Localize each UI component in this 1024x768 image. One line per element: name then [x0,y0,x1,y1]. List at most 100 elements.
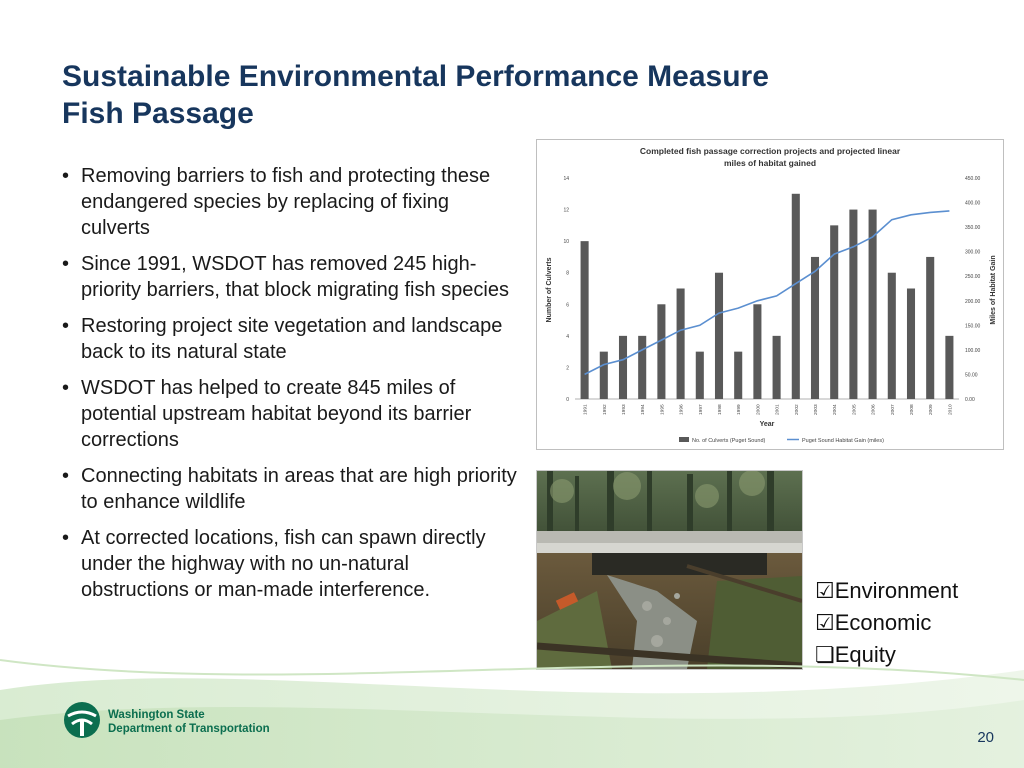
unchecked-box-icon: ❏ [815,642,835,667]
chart-bar [714,272,724,399]
chart-bar [734,351,743,399]
logo-line-2: Department of Transportation [108,723,270,735]
x-tick-label: 2000 [755,404,761,415]
culvert-chart: Completed fish passage correction projec… [536,139,1004,450]
chart-title-line-2: miles of habitat gained [724,158,816,168]
x-tick-label: 1999 [736,404,742,415]
chart-bar [753,304,762,399]
x-tick-label: 1992 [602,404,608,415]
y-tick-label-left: 2 [566,365,569,371]
x-tick-label: 2008 [909,404,915,415]
checklist-item-economic: ☑Economic [815,607,958,639]
chart-bar [657,304,666,399]
checklist-label: Equity [834,642,896,667]
legend-bar-label: No. of Culverts (Puget Sound) [692,438,766,444]
x-tick-label: 1993 [621,404,627,415]
x-tick-label: 2002 [794,404,800,415]
chart-bar [599,351,608,399]
chart-legend: No. of Culverts (Puget Sound) Puget Soun… [679,437,884,444]
wsdot-emblem-icon [64,702,100,738]
y-tick-label-left: 6 [566,302,569,308]
bullet-item: Connecting habitats in areas that are hi… [60,463,520,515]
checklist-label: Economic [834,610,932,635]
footer-wave-decoration [0,659,1024,768]
chart-bar [906,288,916,399]
culvert-photo-image [537,471,802,669]
checked-box-icon: ☑ [815,610,835,635]
logo-line-1: Washington State [108,709,205,721]
wsdot-logo: Washington State Department of Transport… [62,700,302,740]
legend-line-label: Puget Sound Habitat Gain (miles) [802,438,884,444]
y-tick-label-left: 14 [563,176,569,182]
y-tick-label-right: 450.00 [965,176,981,182]
x-tick-label: 2001 [775,404,781,415]
x-tick-label: 2003 [813,404,819,415]
checked-box-icon: ☑ [815,578,835,603]
y-tick-label-left: 12 [563,208,569,214]
y-axis-label-left: Number of Culverts [546,257,553,322]
culvert-photo [536,470,803,670]
sustainability-checklist: ☑Environment ☑Economic ❏Equity [815,575,958,671]
chart-bar [810,256,820,399]
x-tick-label: 1994 [640,404,646,415]
bullet-list: Removing barriers to fish and protecting… [60,163,520,613]
chart-bar [676,288,685,399]
chart-svg: Completed fish passage correction projec… [546,146,997,444]
chart-bar [926,256,935,399]
x-tick-label: 2005 [851,404,857,415]
title-line-1: Sustainable Environmental Performance Me… [62,60,769,93]
chart-bar [580,241,589,399]
chart-bar [849,209,858,399]
page-number: 20 [977,729,994,746]
checklist-item-equity: ❏Equity [815,639,958,671]
x-tick-label: 1991 [583,404,589,415]
y-tick-label-left: 10 [563,239,569,245]
y-tick-label-right: 100.00 [965,348,981,354]
habitat-gain-line [584,210,950,376]
x-tick-label: 1998 [717,404,723,415]
chart-bar [638,335,647,399]
bullet-item: Since 1991, WSDOT has removed 245 high-p… [60,251,520,303]
x-tick-label: 2009 [928,404,934,415]
chart-bar [772,335,781,399]
y-tick-label-left: 8 [566,271,569,277]
y-axis-label-right: Miles of Habitat Gain [990,255,997,324]
legend-bar-swatch [679,437,689,442]
checklist-label: Environment [834,578,959,603]
chart-bar [695,351,704,399]
checklist-item-environment: ☑Environment [815,575,958,607]
y-tick-label-left: 4 [566,334,569,340]
bullet-item: At corrected locations, fish can spawn d… [60,525,520,603]
y-tick-label-left: 0 [566,397,569,403]
chart-bar [945,335,954,399]
chart-bar [868,209,877,399]
y-tick-label-right: 400.00 [965,201,981,207]
bullet-item: Restoring project site vegetation and la… [60,313,520,365]
x-tick-label: 1996 [679,404,685,415]
x-tick-label: 2006 [871,404,877,415]
slide-title: Sustainable Environmental Performance Me… [62,58,769,132]
x-tick-label: 2010 [947,404,953,415]
y-tick-label-right: 150.00 [965,323,981,329]
chart-bar [887,272,896,399]
chart-bar [830,225,839,399]
chart-bar [791,193,800,399]
x-tick-label: 1997 [698,404,704,415]
title-line-2: Fish Passage [62,97,254,130]
y-tick-label-right: 350.00 [965,225,981,231]
chart-title-line-1: Completed fish passage correction projec… [640,146,901,156]
y-tick-label-right: 200.00 [965,299,981,305]
x-axis-label: Year [760,421,775,428]
chart-bar [618,335,628,399]
y-tick-label-right: 0.00 [965,397,975,403]
bullet-item: Removing barriers to fish and protecting… [60,163,520,241]
x-tick-label: 2004 [832,404,838,415]
bullet-item: WSDOT has helped to create 845 miles of … [60,375,520,453]
x-tick-label: 2007 [890,404,896,415]
y-tick-label-right: 50.00 [965,372,978,378]
logo-text: Washington State Department of Transport… [108,708,270,736]
x-tick-label: 1995 [659,404,665,415]
plot-layer: 0 2 4 6 8 10 12 14 0.00 50.00 100.00 150.00 200.00 25… [563,176,980,415]
y-tick-label-right: 300.00 [965,250,981,256]
